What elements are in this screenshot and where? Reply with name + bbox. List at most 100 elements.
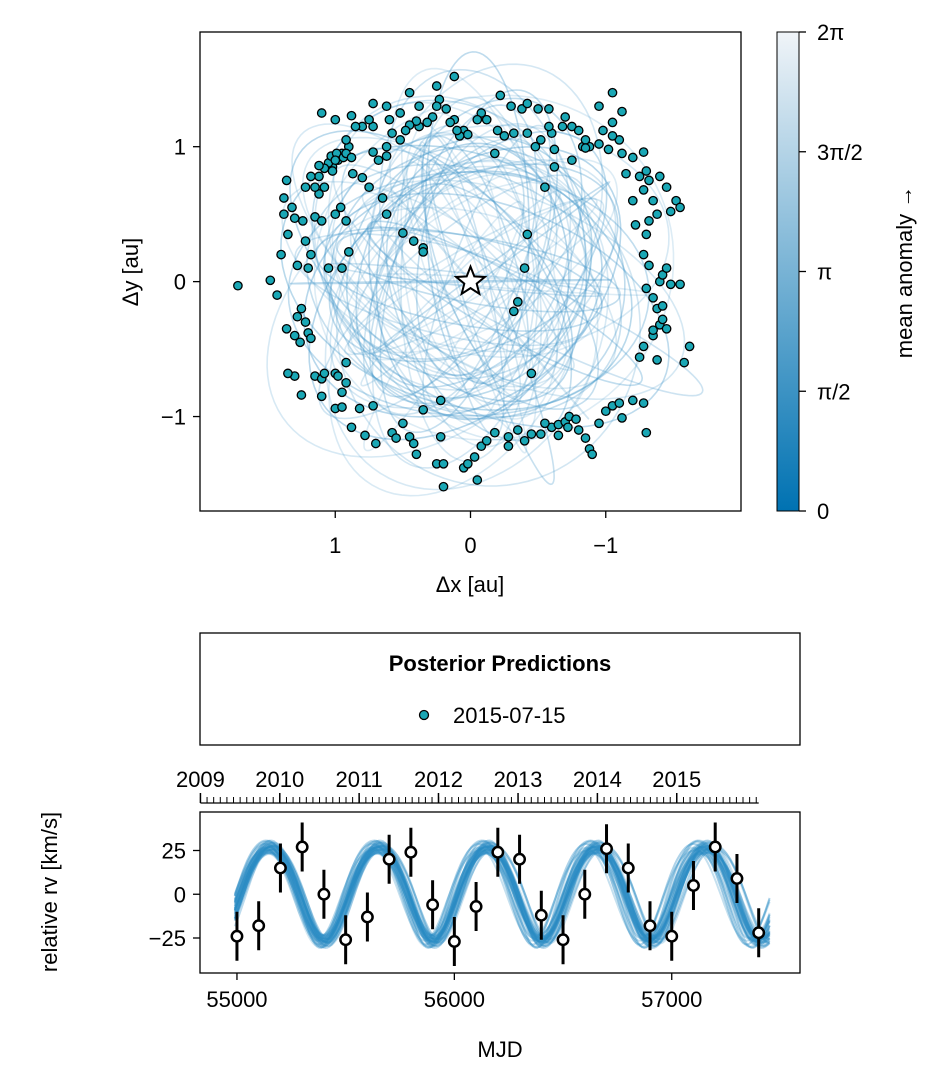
orbit-prediction-point: [472, 114, 483, 125]
orbit-sample-line: [347, 197, 605, 356]
rv-x-ticks: 55000 56000 57000: [206, 973, 702, 1012]
rv-y-axis-label: relative rv [km/s]: [37, 812, 62, 972]
orbit-prediction-point: [354, 403, 365, 414]
orbit-sample-line: [395, 124, 543, 448]
orbit-sample-line: [289, 278, 612, 285]
orbit-sample-line: [371, 122, 572, 469]
orbit-prediction-point: [398, 228, 408, 238]
rv-data-point: [708, 840, 722, 854]
rv-y-tick-label: 0: [174, 882, 186, 907]
orbit-prediction-point: [627, 152, 638, 163]
orbit-prediction-point: [384, 114, 395, 125]
rv-x-axis-label: MJD: [477, 1037, 522, 1062]
rv-model-line: [233, 846, 771, 942]
orbit-prediction-point: [540, 182, 550, 193]
rv-data-points: [230, 822, 766, 966]
orbit-prediction-point: [495, 90, 506, 101]
orbit-prediction-point: [508, 128, 519, 139]
orbit-prediction-point: [310, 182, 320, 193]
orbit-sample-line: [405, 161, 522, 398]
orbit-prediction-point: [641, 229, 652, 240]
orbit-prediction-point: [644, 260, 654, 271]
orbit-sample-line: [415, 89, 559, 377]
rv-data-point: [513, 852, 527, 866]
colorbar-tick-label: π: [817, 260, 832, 285]
orbit-prediction-point: [634, 171, 645, 182]
orbit-prediction-point: [512, 297, 523, 307]
orbit-sample-line: [366, 225, 704, 397]
orbit-prediction-point: [316, 391, 327, 402]
rv-model-line: [233, 847, 771, 941]
orbit-sample-line: [266, 160, 592, 458]
orbit-sample-line: [363, 200, 524, 452]
rv-plot-frame: [199, 811, 801, 974]
orbit-prediction-point: [508, 306, 519, 317]
star-icon: [453, 263, 488, 297]
rv-data-point: [687, 879, 700, 892]
orbit-prediction-point: [665, 206, 676, 217]
orbit-sample-line: [324, 133, 558, 360]
rv-model-line: [233, 851, 771, 938]
rv-model-line: [233, 846, 771, 943]
orbit-prediction-point: [544, 121, 554, 132]
rv-model-lines: [233, 839, 771, 950]
orbit-x-ticks: 1 0 −1: [329, 511, 618, 558]
orbit-prediction-point: [594, 101, 604, 112]
orbit-sample-line: [315, 226, 603, 332]
orbit-prediction-point: [648, 325, 658, 336]
rv-data-point: [665, 929, 679, 943]
orbit-prediction-point: [341, 377, 351, 388]
rv-top-year-label: 2009: [176, 767, 225, 792]
orbit-prediction-point: [675, 279, 685, 290]
orbit-prediction-point: [614, 398, 625, 408]
orbit-prediction-point: [522, 98, 533, 109]
rv-data-point: [600, 842, 613, 856]
orbit-sample-line: [335, 165, 642, 487]
orbit-prediction-point: [641, 283, 652, 294]
orbit-sample-line: [366, 220, 644, 387]
orbit-sample-line: [361, 191, 575, 371]
rv-model-line: [233, 840, 771, 948]
orbit-prediction-point: [549, 144, 560, 155]
rv-model-line: [233, 845, 771, 943]
orbit-prediction-point: [350, 121, 361, 132]
orbit-prediction-point: [661, 323, 672, 334]
orbit-y-axis-label: Δy [au]: [118, 238, 143, 307]
orbit-prediction-point: [337, 387, 347, 398]
orbit-prediction-point: [395, 135, 406, 145]
orbit-prediction-point: [408, 438, 419, 449]
orbit-prediction-point: [265, 275, 276, 286]
orbit-prediction-point: [445, 117, 456, 128]
orbit-sample-line: [280, 144, 633, 411]
orbit-prediction-point: [295, 337, 305, 348]
orbit-prediction-point: [408, 236, 419, 246]
orbit-prediction-point: [346, 422, 357, 433]
orbit-prediction-point: [560, 112, 571, 122]
rv-model-line: [233, 844, 771, 944]
orbit-prediction-point: [603, 144, 614, 155]
orbit-sample-line: [424, 51, 530, 385]
orbit-sample-line: [324, 159, 610, 491]
orbit-prediction-point: [368, 98, 378, 109]
orbit-prediction-point: [316, 216, 327, 226]
orbit-prediction-point: [296, 390, 307, 400]
orbit-y-tick-label: 1: [174, 135, 186, 160]
orbit-prediction-point: [526, 429, 537, 439]
orbit-prediction-point: [638, 249, 649, 260]
rv-top-year-label: 2010: [255, 767, 304, 792]
rv-model-line: [233, 848, 771, 941]
orbit-prediction-point: [411, 449, 422, 460]
orbit-sample-line: [356, 157, 619, 354]
orbit-prediction-point: [337, 263, 347, 273]
orbit-sample-line: [332, 164, 549, 357]
rv-model-line: [233, 839, 771, 950]
orbit-sample-line: [317, 174, 586, 420]
orbit-prediction-point: [617, 413, 627, 423]
rv-data-point: [730, 872, 744, 885]
orbit-prediction-point: [387, 128, 397, 139]
orbit-prediction-point: [600, 406, 611, 417]
rv-model-line: [233, 852, 771, 936]
orbit-prediction-point: [648, 292, 658, 303]
orbit-sample-line: [420, 135, 530, 382]
orbit-prediction-point: [627, 195, 638, 206]
